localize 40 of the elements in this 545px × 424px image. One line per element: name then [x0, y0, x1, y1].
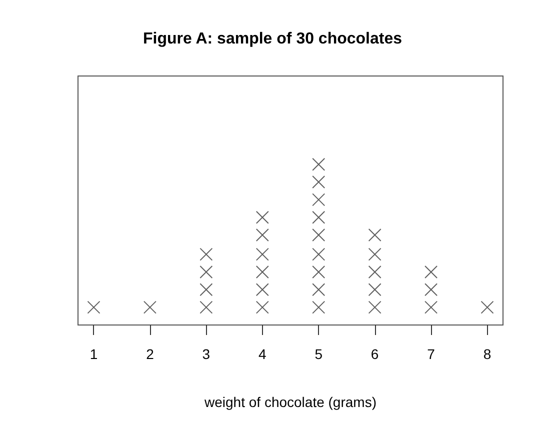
x-tick-label: 7 [427, 346, 436, 362]
point [368, 248, 382, 261]
x-tick-label: 4 [258, 346, 266, 362]
point [368, 228, 382, 242]
point [312, 228, 326, 242]
point [312, 300, 326, 314]
point [480, 300, 494, 314]
point [424, 283, 438, 296]
point [312, 283, 326, 296]
point [200, 300, 213, 314]
point [200, 283, 213, 296]
point [87, 300, 100, 314]
point [424, 265, 438, 278]
point [424, 300, 438, 314]
point [200, 265, 213, 278]
point [143, 300, 156, 314]
x-tick-label: 5 [314, 346, 323, 362]
point [256, 248, 269, 261]
point [368, 300, 382, 314]
x-tick-label: 1 [90, 346, 98, 362]
x-tick-label: 6 [370, 346, 379, 362]
point [368, 265, 382, 278]
x-tick-label: 3 [202, 346, 210, 362]
point [312, 176, 326, 189]
point [312, 193, 326, 206]
point [312, 210, 326, 224]
point [312, 248, 326, 261]
point [256, 265, 269, 278]
x-tick-label: 8 [483, 346, 492, 362]
point [256, 210, 269, 224]
point [200, 248, 213, 261]
point [368, 283, 382, 296]
point [256, 300, 269, 314]
point [312, 265, 326, 278]
x-tick-label: 2 [146, 346, 154, 362]
x-axis-title: weight of chocolate (grams) [204, 394, 376, 410]
point [256, 228, 269, 242]
chart-title: Figure A: sample of 30 chocolates [142, 30, 402, 48]
point [312, 158, 326, 171]
point [256, 283, 269, 296]
